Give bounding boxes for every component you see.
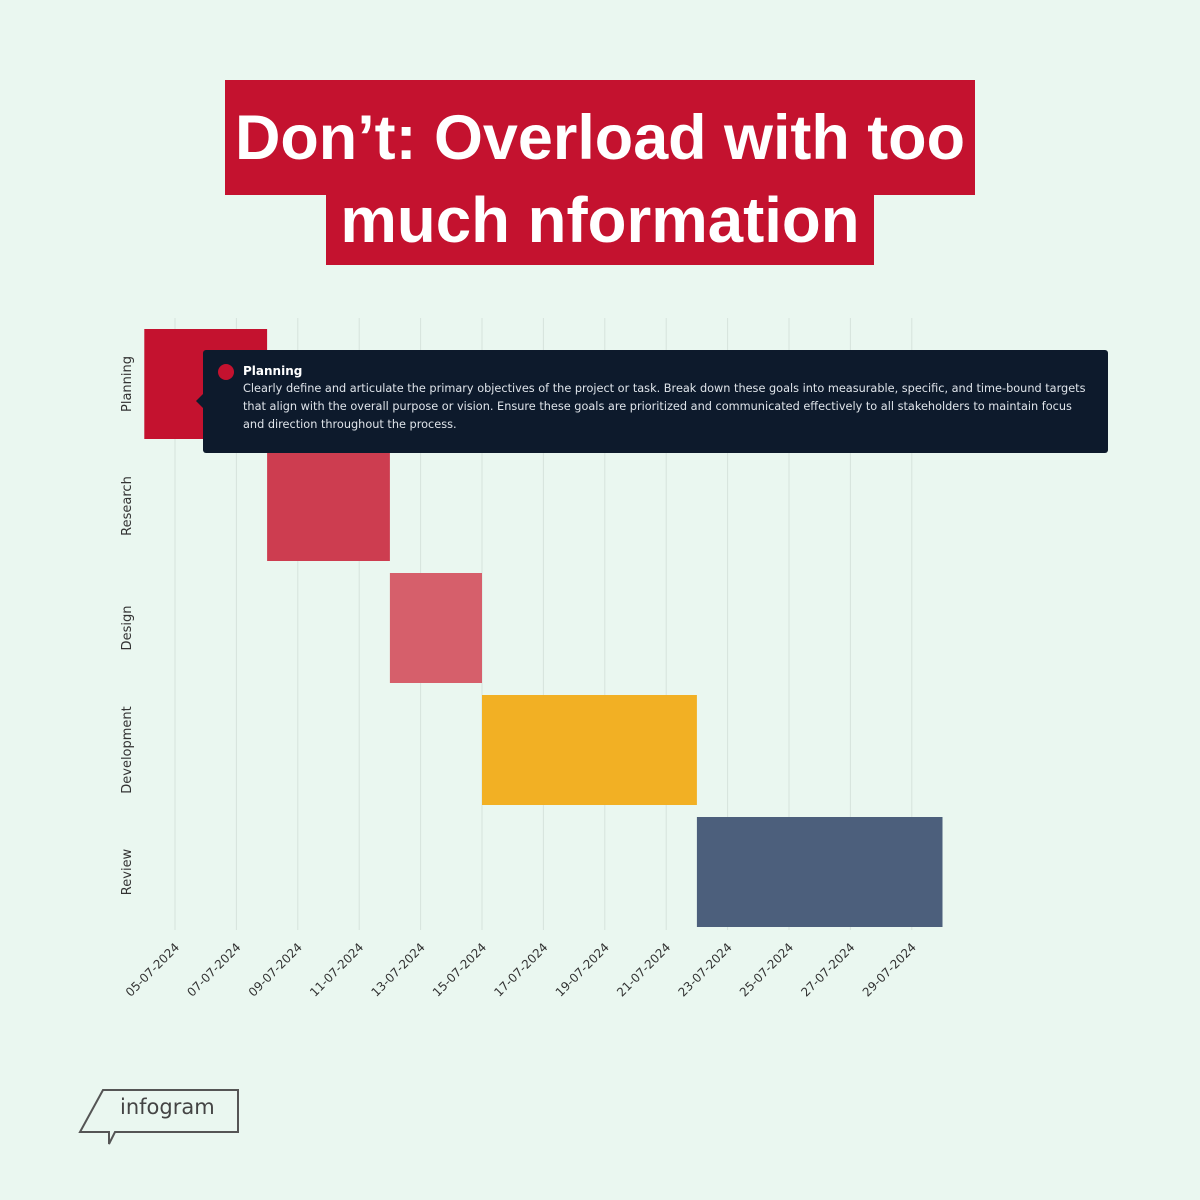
infogram-logo-text: infogram [120, 1095, 215, 1119]
x-tick-label: 21-07-2024 [614, 940, 673, 999]
y-label-review: Review [120, 848, 135, 895]
tooltip-body: Clearly define and articulate the primar… [243, 382, 1086, 431]
task-bar-review[interactable] [696, 817, 943, 927]
y-label-design: Design [120, 606, 135, 651]
task-bar-research[interactable] [267, 451, 390, 561]
task-bar-design[interactable] [389, 573, 482, 683]
x-tick-label: 29-07-2024 [860, 940, 919, 999]
x-tick-label: 07-07-2024 [184, 940, 243, 999]
x-tick-label: 09-07-2024 [246, 940, 305, 999]
task-tooltip: Planning Clearly define and articulate t… [196, 350, 1108, 453]
tooltip-title: Planning [243, 364, 303, 378]
x-tick-label: 15-07-2024 [430, 940, 489, 999]
x-tick-label: 19-07-2024 [553, 940, 612, 999]
y-label-research: Research [120, 476, 135, 536]
tooltip-color-dot [218, 364, 234, 380]
y-label-planning: Planning [120, 356, 135, 412]
x-axis-tick-labels: 05-07-2024 07-07-2024 09-07-2024 11-07-2024… [123, 940, 919, 999]
x-tick-label: 11-07-2024 [307, 940, 366, 999]
y-axis-labels: Planning Research Design Development Review [120, 356, 135, 895]
x-tick-label: 13-07-2024 [369, 940, 428, 999]
task-bars [144, 329, 943, 927]
x-tick-label: 27-07-2024 [798, 940, 857, 999]
y-label-development: Development [120, 706, 135, 794]
x-tick-label: 25-07-2024 [737, 940, 796, 999]
infogram-logo-icon [78, 1089, 239, 1145]
x-tick-label: 23-07-2024 [676, 940, 735, 999]
x-tick-label: 17-07-2024 [491, 940, 550, 999]
title-line-1: Don’t: Overload with too [225, 80, 975, 195]
title-line-2: much nformation [326, 185, 874, 265]
task-bar-development[interactable] [482, 695, 697, 805]
x-tick-label: 05-07-2024 [123, 940, 182, 999]
